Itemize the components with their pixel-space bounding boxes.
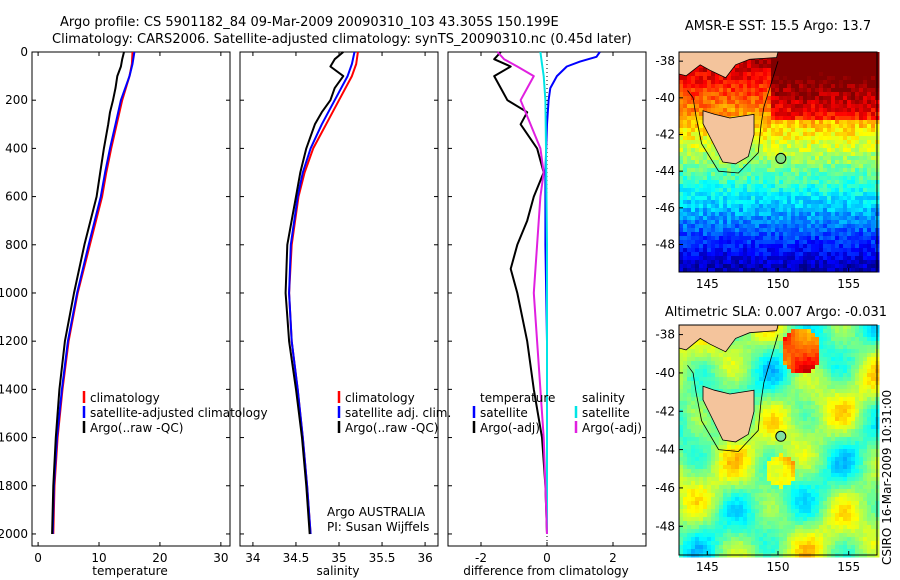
x-tick-label: 0 (34, 551, 42, 565)
x-tick-label: 35 (331, 551, 346, 565)
credit-org: Argo AUSTRALIA (327, 505, 426, 519)
depth-tick-label: 1400 (0, 382, 28, 396)
difference-xlabel: difference from climatology (463, 564, 629, 578)
x-tick-label: 2 (609, 551, 617, 565)
legend-heading-temperature: temperature (480, 391, 555, 405)
series-line-temperature-argo-adj (493, 51, 548, 535)
depth-tick-label: 800 (5, 238, 28, 252)
sst-map: 145 150 155 -38 -40 -42 -44 -46 -48 (655, 51, 880, 291)
credit-side-text: CSIRO 16-Mar-2009 10:31:00 (880, 390, 894, 565)
legend-heading-salinity: salinity (582, 391, 625, 405)
series-line-argo-raw-qc (51, 51, 125, 535)
x-tick-label: 35.5 (369, 551, 396, 565)
legend-label-sal-satellite: satellite (582, 406, 630, 420)
map-y-tick-label: -46 (655, 201, 675, 215)
mainland-landmass (678, 51, 779, 79)
figure-title-line1: Argo profile: CS 5901182_84 09-Mar-2009 … (60, 15, 559, 30)
depth-tick-label: 0 (20, 45, 28, 59)
x-tick-label: 36 (417, 551, 432, 565)
tasmania-landmass (702, 385, 755, 443)
legend-label-temp-satellite: satellite (480, 406, 528, 420)
series-line-satellite-adj-clim (288, 51, 356, 535)
map-x-tick-label: 145 (696, 277, 719, 291)
map-x-tick-label: 150 (767, 277, 790, 291)
map-y-tick-label: -44 (655, 443, 675, 457)
x-tick-label: -2 (475, 551, 487, 565)
legend-label-satellite-adj: satellite adj. clim. (345, 406, 451, 420)
x-tick-label: 0 (543, 551, 551, 565)
depth-tick-label: 1000 (0, 286, 28, 300)
sla-map-title: Altimetric SLA: 0.007 Argo: -0.031 (665, 305, 887, 320)
legend-label-climatology: climatology (345, 391, 415, 405)
depth-tick-label: 2000 (0, 527, 28, 541)
profile-plots: 0 10 20 30 34 34.5 35 35.5 36 -2 0 2 (34, 51, 617, 565)
tasmania-landmass (702, 110, 755, 165)
series-line-satellite-adjusted-climatology (51, 51, 136, 535)
legend-label-temp-argo: Argo(-adj) (480, 421, 540, 435)
credit-pi: PI: Susan Wijffels (327, 520, 429, 534)
depth-tick-label: 1600 (0, 431, 28, 445)
mainland-landmass (678, 324, 779, 353)
depth-axis: 0 200 400 600 800 1000 1200 1400 1600 1800 2000 (0, 45, 646, 541)
salinity-xlabel: salinity (316, 564, 359, 578)
shelf-contour (687, 334, 779, 452)
legend-label-argo: Argo(..raw -QC) (90, 421, 183, 435)
map-x-tick-label: 150 (767, 560, 790, 574)
x-tick-label: 20 (152, 551, 167, 565)
map-y-tick-label: -38 (655, 54, 675, 68)
legend-label-argo: Argo(..raw -QC) (345, 421, 438, 435)
depth-tick-label: 1200 (0, 334, 28, 348)
difference-legend: temperature satellite Argo(-adj) salinit… (472, 391, 642, 435)
map-x-tick-label: 155 (837, 277, 860, 291)
legend-label-sal-argo: Argo(-adj) (582, 421, 642, 435)
series-line-salinity-argo-adj (496, 51, 548, 535)
temperature-panel-frame (31, 51, 231, 547)
legend-label-climatology: climatology (90, 391, 160, 405)
sla-map: 145 150 155 -38 -40 -42 -44 -46 -48 (655, 324, 880, 574)
temperature-legend: climatology satellite-adjusted climatolo… (82, 391, 268, 435)
map-y-tick-label: -46 (655, 481, 675, 495)
x-tick-label: 30 (213, 551, 228, 565)
sst-map-title: AMSR-E SST: 15.5 Argo: 13.7 (685, 19, 871, 34)
x-tick-label: 34.5 (283, 551, 310, 565)
map-y-tick-label: -42 (655, 128, 675, 142)
map-y-tick-label: -42 (655, 404, 675, 418)
temperature-xlabel: temperature (92, 564, 167, 578)
salinity-legend: climatology satellite adj. clim. Argo(..… (337, 391, 451, 435)
depth-tick-label: 600 (5, 190, 28, 204)
series-line-argo-raw-qc (284, 51, 345, 535)
salinity-panel-frame (239, 51, 439, 547)
x-tick-label: 10 (91, 551, 106, 565)
shelf-contour (687, 61, 779, 174)
map-y-tick-label: -40 (655, 366, 675, 380)
series-line-salinity-satellite (539, 51, 548, 534)
float-position-marker (775, 430, 787, 442)
x-tick-label: 34 (245, 551, 260, 565)
depth-tick-label: 1800 (0, 479, 28, 493)
map-x-tick-label: 155 (837, 560, 860, 574)
legend-label-satellite-adjusted: satellite-adjusted climatology (90, 406, 268, 420)
depth-tick-label: 200 (5, 93, 28, 107)
map-y-tick-label: -40 (655, 91, 675, 105)
map-y-tick-label: -48 (655, 238, 675, 252)
depth-tick-label: 400 (5, 141, 28, 155)
figure-title-line2: Climatology: CARS2006. Satellite-adjuste… (52, 32, 632, 47)
map-y-tick-label: -48 (655, 519, 675, 533)
float-position-marker (775, 152, 787, 164)
map-y-tick-label: -44 (655, 164, 675, 178)
map-y-tick-label: -38 (655, 328, 675, 342)
map-x-tick-label: 145 (696, 560, 719, 574)
